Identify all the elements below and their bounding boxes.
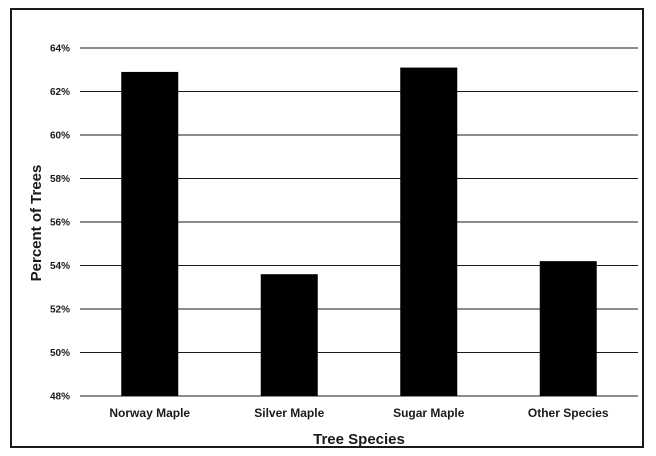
x-axis-ticks: Norway Maple Silver Maple Sugar Maple Other…	[109, 406, 609, 420]
y-tick-label: 52%	[50, 305, 70, 316]
y-tick-label: 56%	[50, 218, 70, 229]
y-tick-label: 54%	[50, 261, 70, 272]
y-tick-label: 48%	[50, 392, 70, 403]
y-axis-title: Percent of Trees	[28, 165, 45, 282]
y-tick-label: 62%	[50, 87, 70, 98]
bars	[121, 67, 597, 397]
y-tick-label: 50%	[50, 348, 70, 359]
x-tick-label: Other Species	[528, 406, 609, 420]
x-tick-label: Norway Maple	[109, 406, 190, 420]
bar-sugar-maple	[400, 67, 458, 396]
x-tick-label: Sugar Maple	[393, 406, 465, 420]
bar-norway-maple	[121, 71, 179, 397]
y-tick-label: 60%	[50, 131, 70, 142]
x-axis-title: Tree Species	[313, 431, 405, 448]
bar-other-species	[539, 261, 597, 396]
y-axis-ticks: 48% 50% 52% 54% 56% 58% 60% 62% 64%	[50, 44, 70, 403]
x-tick-label: Silver Maple	[254, 406, 324, 420]
bar-silver-maple	[260, 274, 318, 396]
y-tick-label: 64%	[50, 44, 70, 55]
y-tick-label: 58%	[50, 174, 70, 185]
chart-frame	[10, 8, 644, 448]
